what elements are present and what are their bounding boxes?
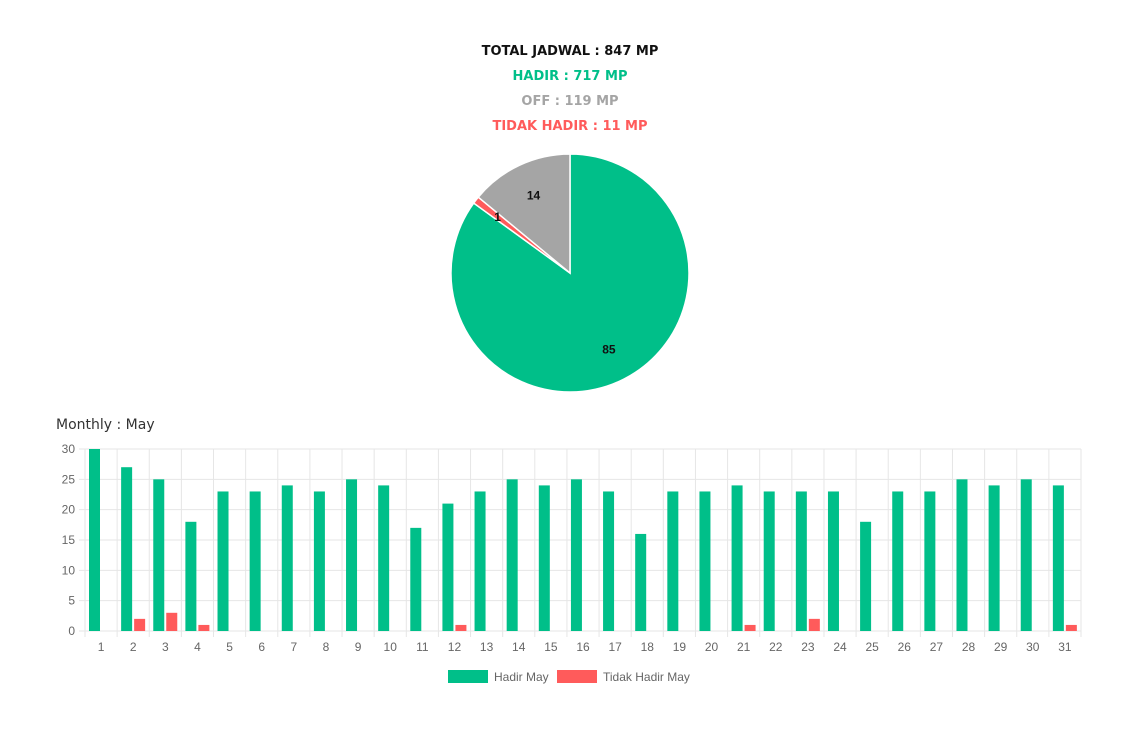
x-tick-label: 18: [641, 640, 655, 654]
bar-hadir: [603, 491, 615, 631]
x-tick-label: 9: [355, 640, 362, 654]
bar-hadir: [892, 491, 904, 631]
bar-hadir: [635, 533, 647, 631]
x-tick-label: 1: [98, 640, 105, 654]
bar-hadir: [474, 491, 486, 631]
bar-hadir: [185, 521, 197, 631]
x-tick-label: 28: [962, 640, 976, 654]
x-tick-label: 19: [673, 640, 687, 654]
x-tick-label: 30: [1026, 640, 1040, 654]
x-tick-label: 4: [194, 640, 201, 654]
x-tick-label: 27: [930, 640, 944, 654]
monthly-chart-title: Monthly : May: [56, 417, 155, 433]
y-tick-label: 15: [62, 533, 76, 547]
x-tick-label: 8: [323, 640, 330, 654]
bar-hadir: [827, 491, 839, 631]
bar-hadir: [731, 485, 743, 631]
x-tick-label: 31: [1058, 640, 1072, 654]
legend-label: Tidak Hadir May: [603, 670, 690, 684]
x-tick-label: 7: [290, 640, 297, 654]
bar-tidak-hadir: [198, 624, 210, 631]
x-tick-label: 11: [416, 640, 429, 654]
pie-data-label: 14: [527, 188, 541, 202]
bar-hadir: [442, 503, 454, 631]
bar-hadir: [217, 491, 229, 631]
bar-hadir: [763, 491, 775, 631]
bar-tidak-hadir: [455, 624, 467, 631]
bar-hadir: [924, 491, 936, 631]
bar-hadir: [988, 485, 1000, 631]
x-tick-label: 21: [737, 640, 751, 654]
absent-label: TIDAK HADIR : 11 MP: [492, 119, 648, 134]
bar-hadir: [667, 491, 679, 631]
bar-tidak-hadir: [166, 612, 178, 631]
bar-hadir: [795, 491, 807, 631]
x-tick-label: 3: [162, 640, 169, 654]
x-tick-label: 26: [898, 640, 912, 654]
bar-hadir: [378, 485, 390, 631]
off-label: OFF : 119 MP: [521, 94, 619, 109]
bar-hadir: [153, 479, 165, 631]
y-tick-label: 10: [62, 563, 76, 577]
y-tick-label: 25: [62, 472, 76, 486]
bar-hadir: [313, 491, 325, 631]
bar-hadir: [281, 485, 293, 631]
attendance-pie-chart: 85 1 14: [440, 145, 700, 405]
bar-tidak-hadir: [1065, 624, 1077, 631]
x-tick-label: 14: [512, 640, 526, 654]
bar-hadir: [570, 479, 582, 631]
x-tick-label: 15: [544, 640, 558, 654]
present-label: HADIR : 717 MP: [512, 69, 628, 84]
x-tick-label: 13: [480, 640, 494, 654]
y-tick-label: 30: [62, 442, 76, 456]
monthly-bar-chart: 0 5 10 15 20 25 30 1 2 3 4 5 6 7 8 9 10 11 12 13 14 15 16 17 18 1…: [0, 440, 1140, 700]
bar-hadir: [249, 491, 261, 631]
x-tick-label: 2: [130, 640, 137, 654]
bar-hadir: [699, 491, 711, 631]
bar-hadir: [860, 521, 872, 631]
bar-tidak-hadir: [134, 618, 146, 631]
bar-hadir: [956, 479, 968, 631]
total-schedule-label: TOTAL JADWAL : 847 MP: [481, 44, 659, 59]
x-tick-label: 17: [608, 640, 622, 654]
x-tick-label: 10: [384, 640, 398, 654]
x-tick-label: 22: [769, 640, 783, 654]
pie-data-label: 1: [494, 210, 501, 224]
bar-tidak-hadir: [808, 618, 820, 631]
bar-hadir: [121, 467, 133, 631]
x-tick-label: 16: [576, 640, 590, 654]
bar-hadir: [346, 479, 358, 631]
bar-hadir: [1052, 485, 1064, 631]
bar-hadir: [506, 479, 518, 631]
bar-hadir: [538, 485, 550, 631]
y-tick-label: 20: [62, 503, 76, 517]
x-tick-label: 29: [994, 640, 1008, 654]
y-tick-label: 0: [68, 624, 75, 638]
x-tick-label: 12: [448, 640, 462, 654]
bar-hadir: [89, 449, 100, 631]
y-tick-label: 5: [68, 594, 75, 608]
pie-data-label: 85: [602, 342, 616, 356]
legend-swatch: [557, 670, 597, 683]
legend-swatch: [448, 670, 488, 683]
legend-label: Hadir May: [494, 670, 549, 684]
pie-chart-svg: 85 1 14: [450, 153, 690, 393]
bar-tidak-hadir: [744, 624, 756, 631]
x-tick-label: 20: [705, 640, 719, 654]
x-tick-label: 25: [865, 640, 879, 654]
x-tick-label: 24: [833, 640, 847, 654]
x-tick-label: 6: [258, 640, 265, 654]
bar-hadir: [410, 527, 422, 631]
x-tick-label: 23: [801, 640, 815, 654]
bar-hadir: [1020, 479, 1032, 631]
pie-slice: [477, 153, 571, 275]
x-tick-label: 5: [226, 640, 233, 654]
